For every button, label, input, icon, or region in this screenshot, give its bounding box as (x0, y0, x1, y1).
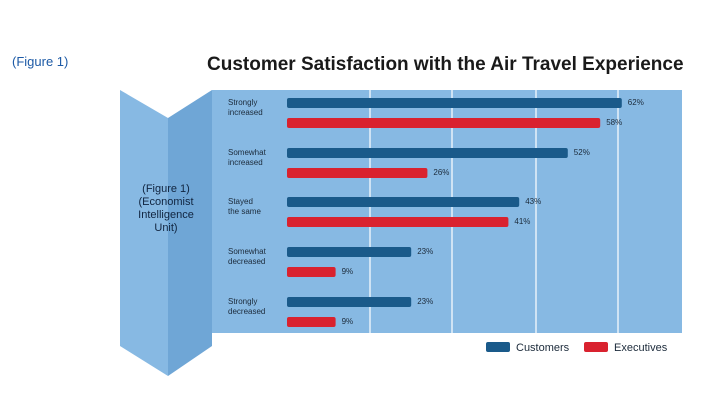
chart-title: Customer Satisfaction with the Air Trave… (207, 54, 684, 75)
side-panel-fold (168, 90, 212, 376)
category-label: decreased (228, 307, 265, 316)
figure-tag: (Figure 1) (12, 54, 69, 69)
bar-executives (287, 267, 336, 277)
bar-executives (287, 317, 336, 327)
value-label: 26% (433, 168, 449, 177)
category-label: Somewhat (228, 148, 267, 157)
bar-customers (287, 297, 412, 307)
value-label: 52% (574, 148, 590, 157)
bar-executives (287, 168, 428, 178)
category-label: increased (228, 158, 263, 167)
legend-label: Customers (516, 342, 570, 354)
value-label: 41% (514, 217, 530, 226)
side-label-line: (Economist (138, 196, 193, 208)
plot-panel (212, 90, 682, 333)
bar-executives (287, 118, 601, 128)
category-labels: StronglyincreasedSomewhatincreasedStayed… (228, 98, 267, 316)
legend-label: Executives (614, 342, 668, 354)
grid-lines (369, 90, 619, 333)
value-label: 43% (525, 197, 541, 206)
legend-swatch (584, 342, 608, 352)
bar-customers (287, 148, 568, 158)
category-label: Stayed (228, 197, 253, 206)
category-label: increased (228, 108, 263, 117)
side-label-line: Intelligence (138, 209, 194, 221)
bar-customers (287, 197, 520, 207)
value-label: 62% (628, 98, 644, 107)
category-label: Strongly (228, 297, 257, 306)
value-label: 58% (606, 118, 622, 127)
category-label: the same (228, 207, 261, 216)
legend: Customers Executives (486, 342, 668, 354)
category-label: Strongly (228, 98, 257, 107)
bar-customers (287, 98, 622, 108)
value-label: 9% (342, 267, 354, 276)
legend-swatch (486, 342, 510, 352)
category-label: Somewhat (228, 247, 267, 256)
bar-executives (287, 217, 509, 227)
category-label: decreased (228, 257, 265, 266)
value-label: 9% (342, 317, 354, 326)
side-panel-left (120, 90, 168, 376)
bar-customers (287, 247, 412, 257)
bars: 62% 58% 52% 26% 43% 41% 23% 9% 23% 9% (287, 98, 644, 327)
value-label: 23% (417, 247, 433, 256)
side-label-line: Unit) (154, 222, 177, 234)
value-label: 23% (417, 297, 433, 306)
side-label-line: (Figure 1) (142, 183, 190, 195)
